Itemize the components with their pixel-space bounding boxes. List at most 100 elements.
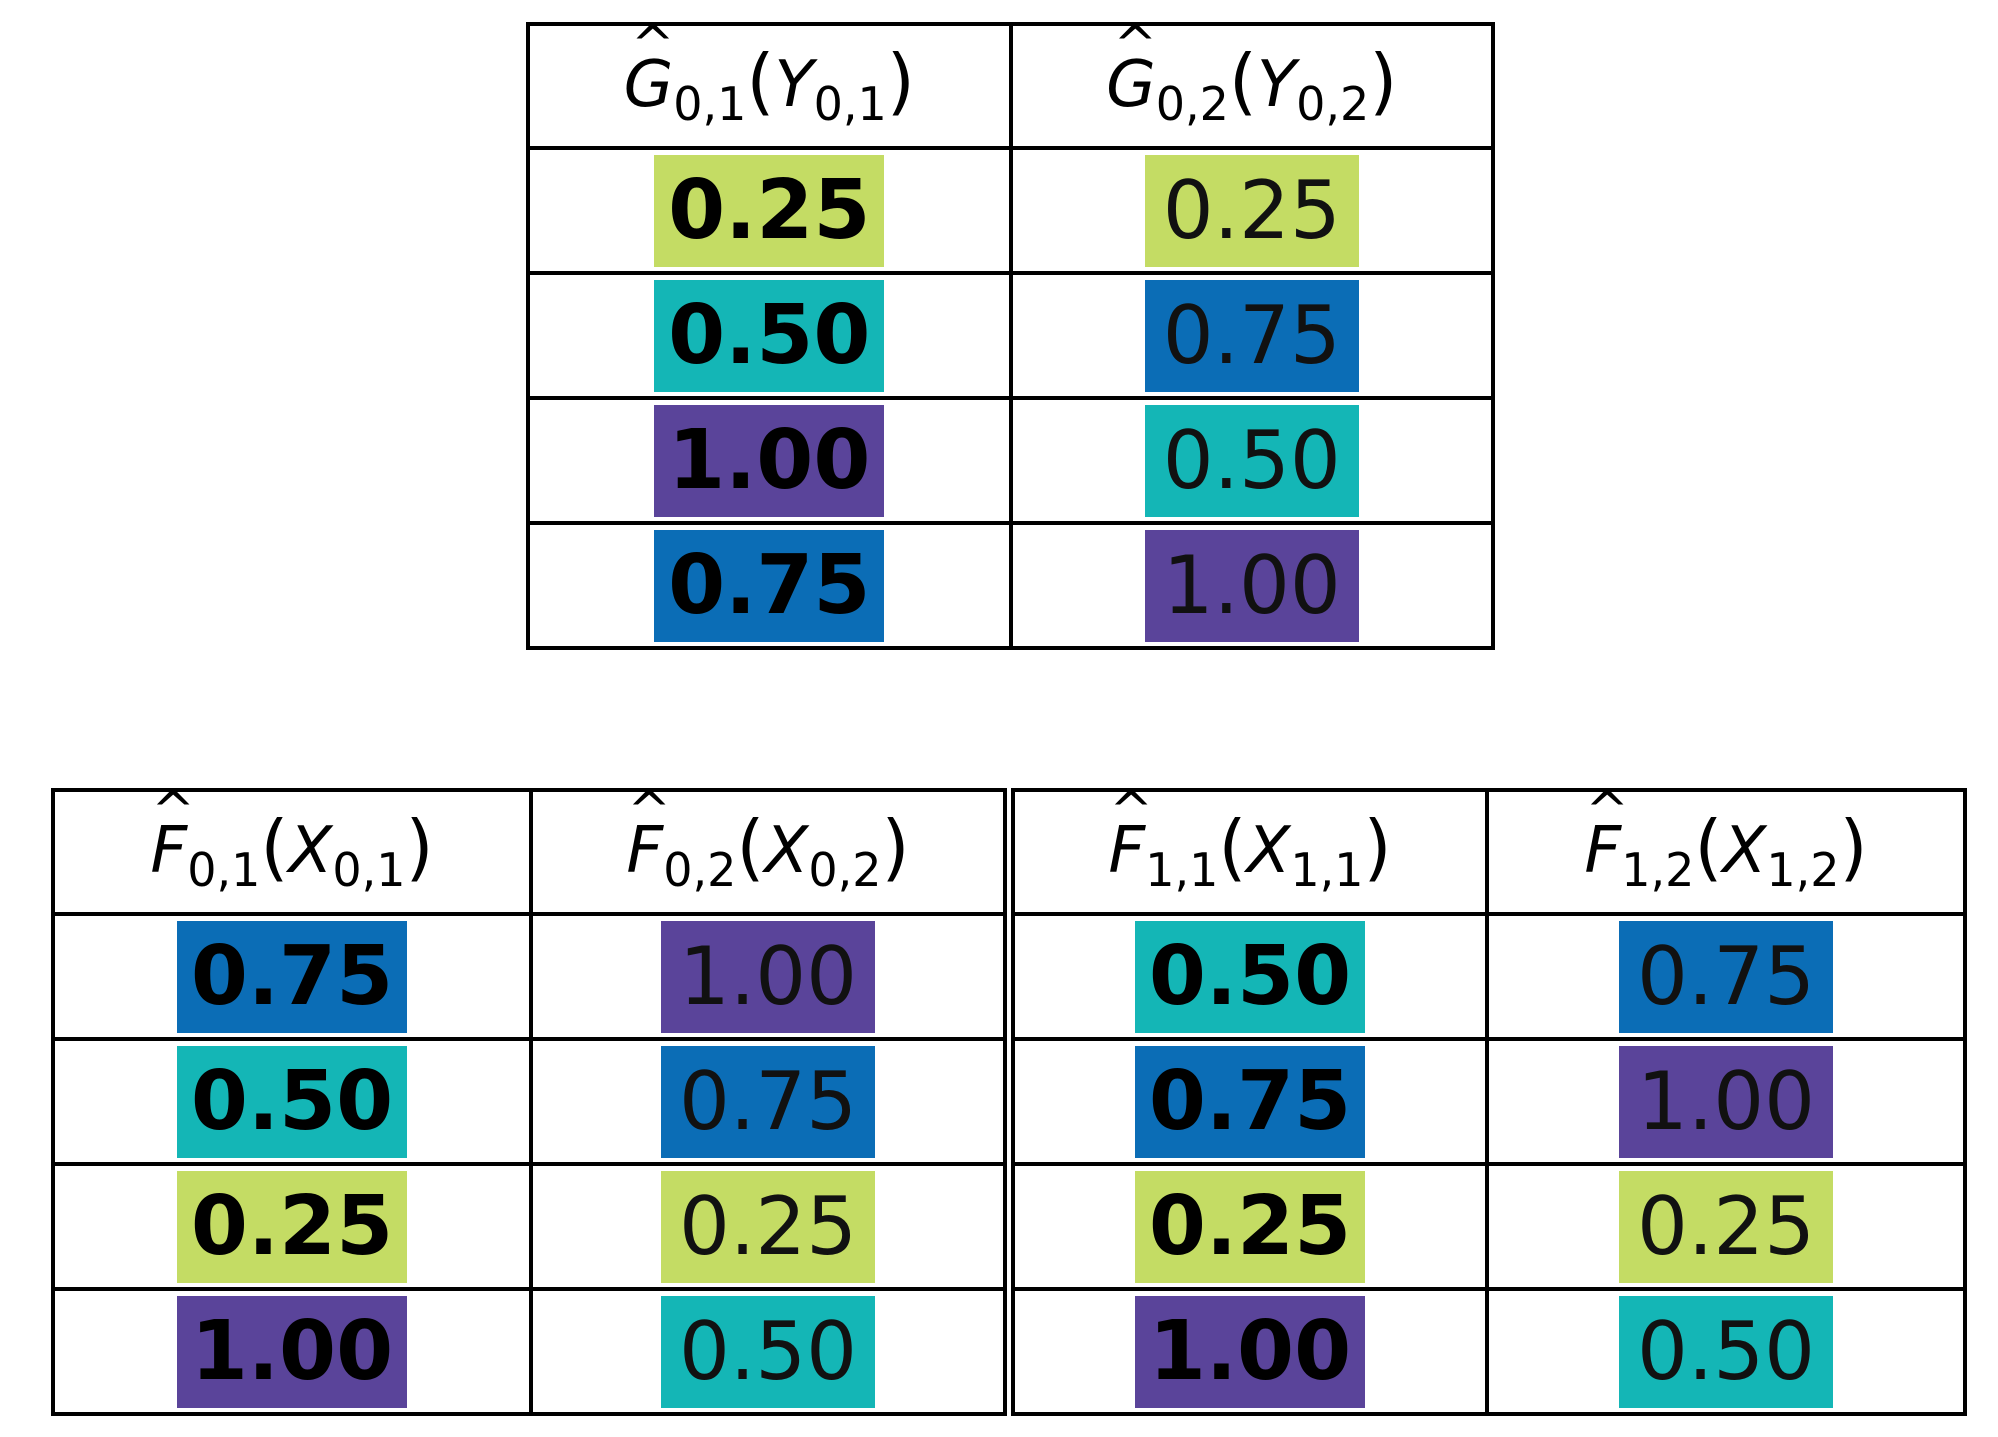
value-chip: 0.25: [654, 154, 885, 267]
function-subscript: 0,2: [663, 843, 737, 897]
function-symbol: F ^: [150, 781, 195, 888]
column-header: F ^ 0,2(X0,2): [529, 781, 1015, 916]
hat-accent: ^: [627, 781, 671, 841]
table-cell: 0.50: [1007, 912, 1489, 1041]
value-chip: 0.50: [1135, 920, 1365, 1033]
table-cell: 0.50: [1008, 396, 1495, 525]
table-cell: 1.00: [529, 912, 1015, 1041]
value-chip: 1.00: [1619, 1045, 1833, 1158]
value-chip: 0.25: [661, 1170, 875, 1283]
value-chip: 1.00: [1135, 1295, 1365, 1408]
hat-accent: ^: [1585, 781, 1629, 841]
table-cell: 0.50: [51, 1037, 533, 1166]
hat-accent: ^: [151, 781, 195, 841]
argument-subscript: 0,2: [1296, 77, 1370, 131]
table-row: 1.00 0.50: [526, 396, 1495, 525]
table-cell: 0.25: [1007, 1162, 1489, 1291]
table-row: 0.25 0.25: [526, 146, 1495, 275]
bottom-table: F ^ 0,1(X0,1) F ^ 0,2(X0,2) F ^ 1,1(X1,1) F ^ 1,…: [51, 781, 1967, 1416]
function-symbol: G ^: [623, 15, 675, 122]
open-paren: (: [746, 39, 775, 123]
value-chip: 0.25: [1619, 1170, 1833, 1283]
value-chip: 0.50: [1619, 1295, 1833, 1408]
close-paren: ): [886, 39, 915, 123]
argument-symbol: Y: [774, 48, 814, 122]
column-header: G ^ 0,1(Y0,1): [526, 15, 1013, 150]
function-subscript: 1,2: [1621, 843, 1695, 897]
value-chip: 0.75: [1135, 1045, 1365, 1158]
open-paren: (: [1218, 805, 1247, 889]
table-cell: 1.00: [1485, 1037, 1967, 1166]
table-cell: 0.75: [51, 912, 533, 1041]
table-row: 0.75 1.00: [526, 521, 1495, 650]
argument-subscript: 0,2: [808, 843, 882, 897]
table-row: 0.50 0.75: [526, 271, 1495, 400]
function-symbol: F ^: [1584, 781, 1629, 888]
value-chip: 0.75: [1144, 279, 1359, 392]
value-chip: 0.50: [177, 1045, 407, 1158]
table-cell: 0.25: [529, 1162, 1015, 1291]
argument-symbol: X: [1246, 814, 1291, 888]
table-cell: 0.75: [1485, 912, 1967, 1041]
function-symbol: G ^: [1106, 15, 1158, 122]
value-chip: 1.00: [177, 1295, 407, 1408]
table-cell: 1.00: [526, 396, 1013, 525]
table-cell: 0.75: [1007, 1037, 1489, 1166]
function-subscript: 0,1: [187, 843, 261, 897]
column-header: F ^ 1,1(X1,1): [1007, 781, 1489, 916]
close-paren: ): [405, 805, 434, 889]
table-cell: 0.50: [526, 271, 1013, 400]
open-paren: (: [736, 805, 765, 889]
function-symbol: F ^: [626, 781, 671, 888]
column-header: F ^ 1,2(X1,2): [1485, 781, 1967, 916]
open-paren: (: [260, 805, 289, 889]
table-row: 0.75 1.00 0.50 0.75: [51, 912, 1967, 1041]
close-paren: ): [1363, 805, 1392, 889]
value-chip: 1.00: [654, 404, 885, 517]
argument-symbol: Y: [1257, 48, 1297, 122]
table-cell: 0.25: [1008, 146, 1495, 275]
value-chip: 0.75: [1619, 920, 1833, 1033]
table-cell: 0.50: [1485, 1287, 1967, 1416]
table-cell: 0.75: [529, 1037, 1015, 1166]
close-paren: ): [881, 805, 910, 889]
value-chip: 0.25: [1144, 154, 1359, 267]
column-header: F ^ 0,1(X0,1): [51, 781, 533, 916]
argument-symbol: X: [288, 814, 333, 888]
value-chip: 0.75: [661, 1045, 875, 1158]
table-cell: 0.25: [51, 1162, 533, 1291]
table-row: 1.00 0.50 1.00 0.50: [51, 1287, 1967, 1416]
hat-accent: ^: [1109, 781, 1153, 841]
argument-subscript: 0,1: [813, 77, 887, 131]
function-subscript: 0,1: [673, 77, 747, 131]
close-paren: ): [1369, 39, 1398, 123]
argument-symbol: X: [764, 814, 809, 888]
column-header: G ^ 0,2(Y0,2): [1008, 15, 1495, 150]
top-table: G ^ 0,1(Y0,1) G ^ 0,2(Y0,2) 0.25 0.25 0.50 0…: [526, 15, 1495, 650]
function-symbol: F ^: [1108, 781, 1153, 888]
open-paren: (: [1228, 39, 1257, 123]
table-cell: 1.00: [51, 1287, 533, 1416]
header-row: F ^ 0,1(X0,1) F ^ 0,2(X0,2) F ^ 1,1(X1,1) F ^ 1,…: [51, 781, 1967, 916]
value-chip: 0.75: [654, 529, 885, 642]
argument-subscript: 1,1: [1290, 843, 1364, 897]
table-cell: 0.25: [526, 146, 1013, 275]
header-row: G ^ 0,1(Y0,1) G ^ 0,2(Y0,2): [526, 15, 1495, 150]
value-chip: 1.00: [1144, 529, 1359, 642]
value-chip: 1.00: [661, 920, 875, 1033]
hat-accent: ^: [631, 15, 675, 75]
table-row: 0.50 0.75 0.75 1.00: [51, 1037, 1967, 1166]
table-cell: 0.50: [529, 1287, 1015, 1416]
function-subscript: 1,1: [1145, 843, 1219, 897]
table-cell: 1.00: [1008, 521, 1495, 650]
value-chip: 0.50: [654, 279, 885, 392]
value-chip: 0.50: [661, 1295, 875, 1408]
table-cell: 0.25: [1485, 1162, 1967, 1291]
open-paren: (: [1694, 805, 1723, 889]
value-chip: 0.50: [1144, 404, 1359, 517]
argument-subscript: 1,2: [1766, 843, 1840, 897]
table-cell: 1.00: [1007, 1287, 1489, 1416]
value-chip: 0.25: [1135, 1170, 1365, 1283]
argument-subscript: 0,1: [332, 843, 406, 897]
hat-accent: ^: [1113, 15, 1158, 75]
